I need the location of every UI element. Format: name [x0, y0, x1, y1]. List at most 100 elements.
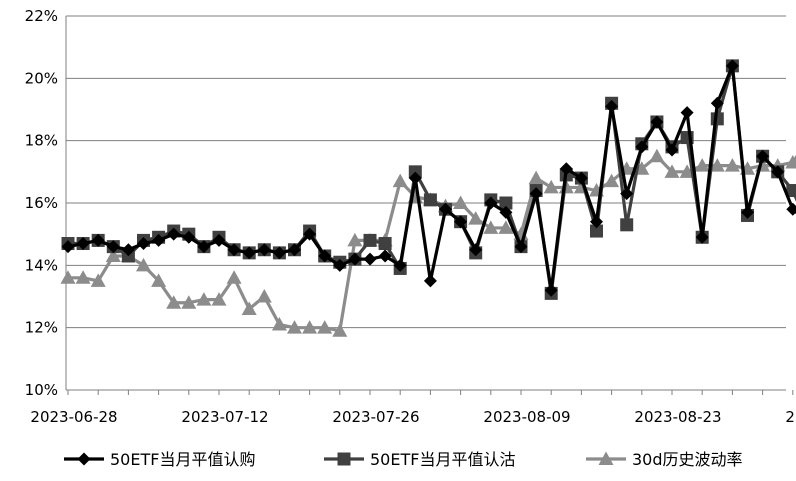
data-point: [182, 230, 196, 244]
data-point: [756, 149, 770, 163]
data-point: [317, 320, 333, 334]
x-tick-label: 2023-06-28: [30, 408, 117, 426]
x-tick-label: 2023-08-23: [634, 408, 721, 426]
data-point: [318, 249, 332, 263]
data-point: [137, 237, 150, 251]
data-point: [468, 211, 484, 225]
data-point: [528, 170, 544, 185]
data-point: [378, 237, 392, 251]
data-point: [741, 205, 754, 219]
data-point: [61, 240, 75, 254]
data-point: [75, 270, 91, 284]
data-point: [499, 205, 513, 219]
data-point: [469, 243, 483, 257]
legend-label: 50ETF当月平值认购: [110, 450, 255, 469]
data-point: [514, 240, 528, 254]
y-tick-label: 14%: [25, 256, 58, 274]
data-point: [590, 224, 603, 238]
data-point: [226, 270, 242, 284]
data-point: [785, 154, 796, 169]
data-point: [136, 257, 151, 272]
data-point: [423, 193, 437, 207]
data-point: [604, 173, 620, 188]
data-point: [679, 164, 695, 178]
data-point: [393, 258, 407, 272]
data-point: [271, 317, 287, 331]
series-diamond: [61, 59, 796, 297]
data-point: [635, 140, 649, 154]
series-line: [67, 64, 796, 292]
legend-item: 50ETF当月平值认沽: [324, 450, 515, 469]
x-tick-label: 2023-09-06: [785, 408, 796, 426]
data-point: [287, 320, 302, 334]
data-point: [60, 270, 76, 284]
data-point: [620, 187, 634, 201]
data-point: [620, 218, 634, 232]
data-point: [121, 243, 135, 257]
data-point: [786, 184, 796, 198]
data-point: [363, 233, 377, 247]
data-point: [181, 295, 197, 309]
x-tick-label: 2023-08-09: [483, 408, 570, 426]
data-point: [605, 99, 619, 113]
legend-item: 50ETF当月平值认购: [64, 450, 255, 469]
data-point: [106, 240, 120, 254]
data-point: [559, 162, 573, 176]
data-point: [197, 240, 211, 254]
data-point: [332, 323, 348, 337]
data-point: [499, 196, 513, 210]
data-point: [242, 246, 256, 260]
data-point: [166, 295, 182, 309]
y-tick-label: 22%: [25, 7, 58, 25]
data-point: [227, 243, 241, 257]
data-point: [151, 273, 167, 287]
legend-label: 50ETF当月平值认沽: [370, 450, 515, 469]
y-tick-label: 18%: [25, 132, 58, 150]
data-point: [786, 202, 796, 216]
data-point: [347, 232, 363, 247]
data-point: [454, 215, 468, 229]
data-point: [650, 115, 664, 129]
data-point: [439, 202, 452, 216]
data-point: [724, 158, 740, 172]
data-point: [256, 289, 272, 303]
legend: 50ETF当月平值认购 50ETF当月平值认沽 30d历史波动率: [64, 450, 743, 469]
data-point: [211, 292, 227, 306]
legend-marker: [598, 451, 614, 465]
data-point: [544, 283, 558, 297]
y-tick-label: 10%: [25, 381, 58, 399]
legend-label: 30d历史波动率: [632, 450, 743, 469]
legend-marker: [337, 452, 351, 466]
data-point: [484, 196, 498, 210]
y-tick-label: 12%: [25, 319, 58, 337]
data-point: [212, 233, 226, 247]
data-point: [167, 227, 181, 241]
data-point: [196, 292, 212, 306]
tick-labels: 10% 12% 14% 16% 18% 20% 22% 2023-06-28 2023-07-1…: [25, 7, 796, 426]
data-point: [423, 274, 437, 288]
data-point: [453, 195, 469, 209]
data-point: [529, 187, 543, 201]
data-point: [574, 171, 588, 185]
data-point: [710, 96, 724, 110]
y-tick-label: 20%: [25, 69, 58, 87]
x-tick-label: 2023-07-26: [332, 408, 419, 426]
data-point: [257, 243, 271, 257]
plot-area: [60, 59, 796, 337]
data-point: [498, 220, 514, 234]
data-point: [288, 243, 301, 257]
data-point: [348, 252, 362, 266]
data-point: [680, 106, 694, 120]
data-point: [709, 158, 725, 172]
data-point: [241, 301, 257, 315]
y-tick-label: 16%: [25, 194, 58, 212]
data-point: [665, 143, 679, 157]
data-point: [543, 179, 559, 194]
data-point: [363, 252, 377, 266]
data-point: [302, 320, 318, 334]
data-point: [76, 237, 90, 251]
data-point: [333, 258, 347, 272]
data-point: [378, 249, 392, 263]
legend-marker: [77, 452, 91, 466]
